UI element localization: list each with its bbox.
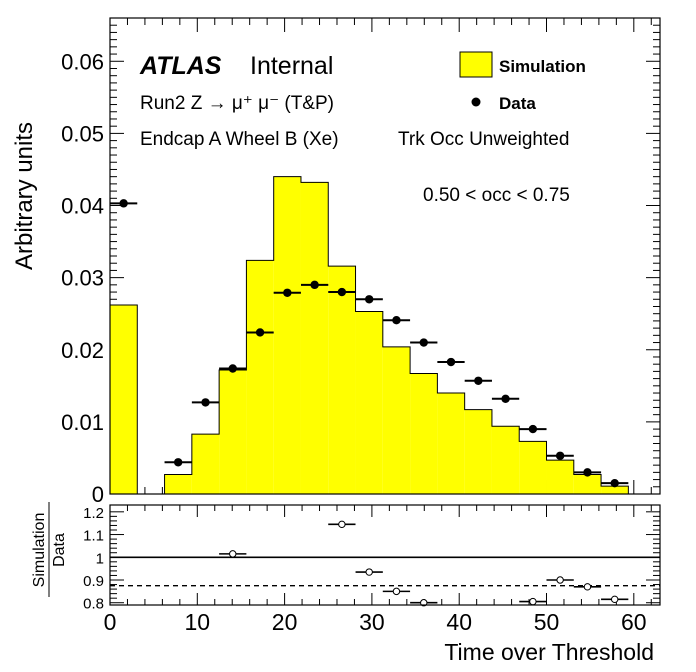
ratio-point — [338, 520, 346, 529]
y-tick-label: 0 — [92, 482, 104, 507]
simulation-bar — [328, 266, 356, 494]
x-tick-labels: 0 10 20 30 40 50 60 — [104, 609, 647, 635]
ratio-tick-label: 1.2 — [83, 505, 104, 522]
x-tick-label: 50 — [534, 609, 560, 635]
data-point — [283, 288, 292, 297]
data-point — [583, 468, 592, 477]
data-point — [555, 451, 565, 460]
data-point — [364, 295, 374, 304]
simulation-outline — [109, 176, 629, 495]
legend-simulation-swatch — [459, 51, 493, 78]
simulation-bar — [164, 474, 192, 494]
y-tick-label: 0.03 — [61, 266, 104, 291]
x-axis-label: Time over Threshold — [444, 639, 654, 665]
data-points — [109, 199, 629, 488]
ratio-tick-label: 0.8 — [83, 596, 104, 613]
ratio-tick-label: 1.1 — [83, 528, 104, 545]
occupancy-cut-label: 0.50 < occ < 0.75 — [423, 185, 570, 206]
data-point — [419, 338, 428, 347]
simulation-bar — [382, 346, 411, 494]
run-label: Run2 Z → μ⁺ μ⁻ (T&P) — [140, 93, 334, 114]
simulation-bar — [300, 182, 329, 494]
data-point — [310, 280, 319, 290]
simulation-bar — [355, 311, 383, 494]
simulation-bar — [573, 474, 602, 494]
region-label: Endcap A Wheel B (Xe) — [140, 129, 339, 150]
ratio-point — [556, 576, 564, 584]
ratio-point — [365, 568, 373, 576]
ratio-tick-labels: 0.8 0.9 1 1.1 1.2 — [83, 505, 104, 613]
simulation-bar — [519, 441, 547, 494]
atlas-label: ATLAS — [139, 52, 222, 80]
data-point — [392, 315, 401, 325]
simulation-bar — [601, 486, 629, 494]
simulation-bar — [273, 176, 301, 494]
x-tick-label: 20 — [272, 609, 298, 635]
legend-simulation-label: Simulation — [499, 57, 586, 76]
ratio-label-top: Simulation — [31, 513, 48, 588]
ratio-panel: 0.8 0.9 1 1.1 1.2 0 10 20 30 40 50 60 Simulation D… — [31, 502, 661, 665]
ratio-point — [420, 599, 428, 607]
data-point — [501, 394, 510, 403]
y-tick-label: 0.05 — [61, 121, 104, 146]
x-tick-label: 10 — [185, 609, 211, 635]
x-tick-label: 30 — [359, 609, 385, 635]
ratio-point — [583, 583, 592, 591]
legend: Simulation Data — [459, 51, 586, 113]
simulation-bar — [464, 409, 492, 494]
y-tick-label: 0.02 — [61, 338, 104, 363]
y-axis-label: Arbitrary units — [11, 122, 38, 270]
data-point — [528, 424, 538, 434]
data-point — [474, 376, 483, 385]
simulation-histogram — [109, 176, 629, 495]
ratio-axis-ticks — [109, 505, 660, 605]
simulation-bar — [410, 373, 438, 494]
ratio-point — [229, 550, 237, 558]
ratio-point — [392, 587, 401, 596]
ratio-label-bottom: Data — [51, 533, 68, 567]
ratio-point — [610, 595, 619, 604]
legend-data-marker — [471, 97, 481, 107]
weighting-label: Trk Occ Unweighted — [398, 129, 569, 150]
simulation-bar — [546, 460, 574, 494]
x-tick-label: 40 — [446, 609, 472, 635]
data-point — [337, 287, 347, 297]
internal-label: Internal — [250, 52, 333, 80]
ratio-plot-frame — [109, 504, 661, 606]
ratio-tick-label: 1 — [96, 550, 104, 567]
x-tick-label: 60 — [621, 609, 647, 635]
y-tick-label: 0.01 — [61, 410, 104, 435]
data-point — [228, 364, 237, 373]
simulation-bar — [110, 305, 138, 494]
ratio-tick-label: 0.9 — [83, 573, 104, 590]
data-point — [201, 398, 210, 407]
simulation-bar — [246, 260, 274, 494]
simulation-bar — [191, 434, 220, 494]
data-point — [446, 357, 456, 367]
data-point — [173, 458, 183, 467]
data-point — [119, 199, 128, 208]
y-tick-label: 0.04 — [61, 194, 104, 219]
simulation-bar — [219, 369, 247, 494]
legend-data-label: Data — [499, 94, 536, 113]
y-tick-label: 0.06 — [61, 49, 104, 74]
simulation-bar — [437, 393, 465, 494]
data-point — [610, 478, 619, 488]
main-panel: 0 0.01 0.02 0.03 0.04 0.05 0.06 Arbitrary unit… — [11, 17, 661, 507]
main-plot-frame — [109, 17, 661, 495]
x-tick-label: 0 — [104, 609, 117, 635]
ratio-points — [219, 520, 629, 607]
y-tick-labels: 0 0.01 0.02 0.03 0.04 0.05 0.06 — [61, 49, 104, 507]
data-point — [255, 328, 265, 337]
simulation-bar — [491, 426, 520, 494]
ratio-point — [529, 597, 537, 606]
